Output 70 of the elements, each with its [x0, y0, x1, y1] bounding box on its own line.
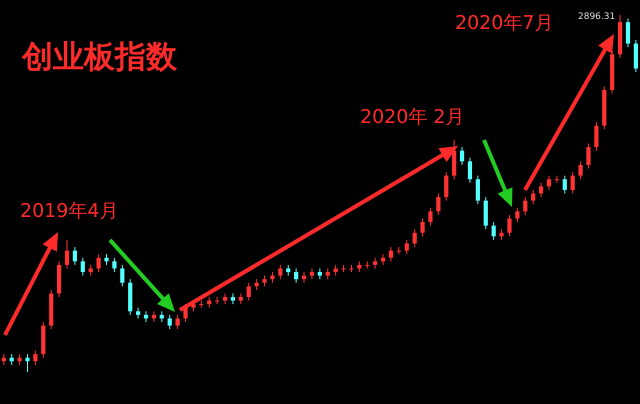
candlestick	[230, 292, 236, 305]
candlestick	[286, 264, 290, 276]
annotation: 2019年4月	[20, 199, 118, 224]
candlestick	[436, 193, 440, 216]
candlestick	[136, 307, 140, 319]
candlestick	[594, 122, 598, 152]
candlestick	[492, 222, 496, 240]
candlestick	[246, 282, 251, 302]
candlestick	[88, 264, 93, 276]
candlestick	[499, 228, 504, 240]
candlestick	[373, 257, 378, 269]
candlestick	[168, 314, 172, 330]
candlestick	[531, 189, 536, 205]
candlestick	[64, 239, 70, 269]
candlestick	[207, 296, 212, 308]
candlestick	[357, 260, 362, 273]
candlestick	[326, 268, 330, 280]
candlestick	[238, 292, 243, 305]
candlestick	[388, 246, 394, 262]
candlestick	[523, 196, 528, 216]
candlestick	[334, 264, 338, 276]
annotation: 2896.31	[578, 12, 616, 22]
candlestick	[96, 254, 101, 273]
candlestick	[17, 354, 22, 366]
candlestick	[412, 228, 417, 248]
candlestick	[380, 254, 386, 266]
candlestick	[176, 314, 180, 330]
candlestick	[476, 175, 480, 205]
candlestick	[302, 272, 306, 284]
candlestick	[578, 160, 583, 180]
candlestick	[144, 310, 148, 323]
candlestick	[2, 354, 6, 366]
candlestick	[80, 257, 85, 276]
candlestick	[538, 182, 544, 198]
annotation: 2020年 2月	[360, 105, 464, 130]
candlestick	[191, 300, 196, 312]
candlestick	[554, 175, 559, 184]
candlestick	[460, 146, 464, 166]
candlestick	[586, 143, 591, 170]
candlestick	[507, 214, 512, 237]
candlestick	[562, 175, 567, 194]
candlestick	[310, 268, 314, 280]
candlestick	[112, 257, 117, 273]
candlestick	[152, 310, 156, 323]
candlestick	[222, 292, 228, 305]
candlestick	[444, 172, 448, 202]
text: 创业板指数	[22, 38, 177, 77]
candlestick	[25, 354, 30, 372]
candlestick	[404, 239, 409, 255]
candlestick	[270, 272, 275, 284]
candlestick	[10, 354, 14, 366]
candlestick	[33, 350, 38, 366]
candlestick	[318, 268, 322, 280]
candlestick	[468, 157, 472, 184]
candlestick	[570, 172, 575, 194]
candlestick	[428, 207, 433, 226]
candlestick	[120, 264, 124, 287]
candlestick	[515, 207, 520, 223]
candlestick	[626, 18, 630, 48]
candlestick	[278, 264, 282, 280]
annotation: 2020年7月	[455, 11, 554, 36]
candlestick	[254, 278, 259, 290]
candlestick	[262, 275, 267, 287]
candlestick	[420, 218, 425, 237]
candlestick	[546, 175, 552, 190]
candlestick	[104, 254, 109, 266]
candlestick	[294, 268, 298, 284]
candlestick	[72, 246, 77, 266]
candlestick	[160, 310, 164, 323]
candlestick	[183, 304, 188, 323]
